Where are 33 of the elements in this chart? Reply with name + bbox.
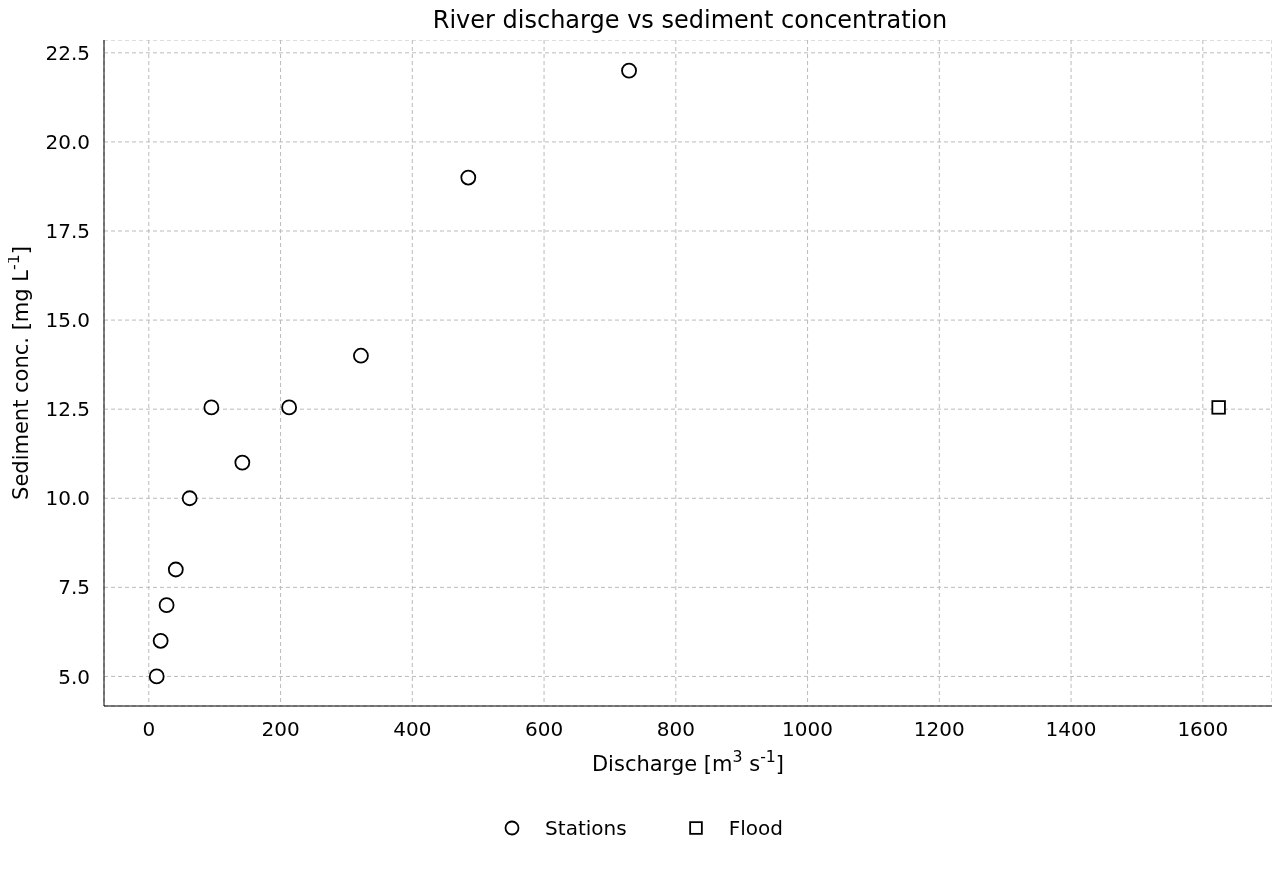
chart-title: River discharge vs sediment concentration: [431, 6, 949, 36]
point: [621, 62, 637, 79]
x-tick-label: 600: [524, 717, 564, 742]
point: [158, 597, 175, 614]
point: [181, 490, 198, 507]
y-tick-label: 5.0: [58, 664, 90, 689]
x-axis-title: Discharge [m$^{3}$ s$^{-1}$]: [591, 746, 785, 776]
y-tick-label: 7.5: [58, 575, 90, 600]
point: [353, 347, 369, 364]
x-tick-label: 400: [393, 717, 432, 742]
y-tick-label: 12.5: [45, 397, 90, 422]
x-tick-label: 200: [261, 717, 300, 742]
legend-label: Stations: [545, 816, 627, 840]
y-tick-label: 20.0: [45, 130, 90, 155]
legend-label: Flood: [728, 816, 783, 840]
y-tick-label: 17.5: [45, 219, 90, 244]
point: [152, 632, 169, 649]
point: [167, 561, 184, 578]
x-tick-label: 1400: [1045, 717, 1097, 742]
y-tick-label: 10.0: [45, 486, 90, 511]
point: [234, 454, 251, 471]
x-tick-label: 1200: [913, 717, 965, 742]
point: [460, 169, 477, 186]
point: [1211, 400, 1226, 415]
point: [203, 399, 220, 416]
x-tick-label: 1600: [1177, 717, 1229, 742]
x-tick-label: 1000: [782, 717, 834, 742]
point: [148, 668, 165, 685]
x-tick-label: 800: [656, 717, 695, 742]
y-tick-label: 15.0: [45, 308, 90, 333]
x-tick-label: 0: [142, 717, 156, 742]
y-tick-label: 22.5: [45, 40, 90, 65]
point: [281, 399, 298, 416]
